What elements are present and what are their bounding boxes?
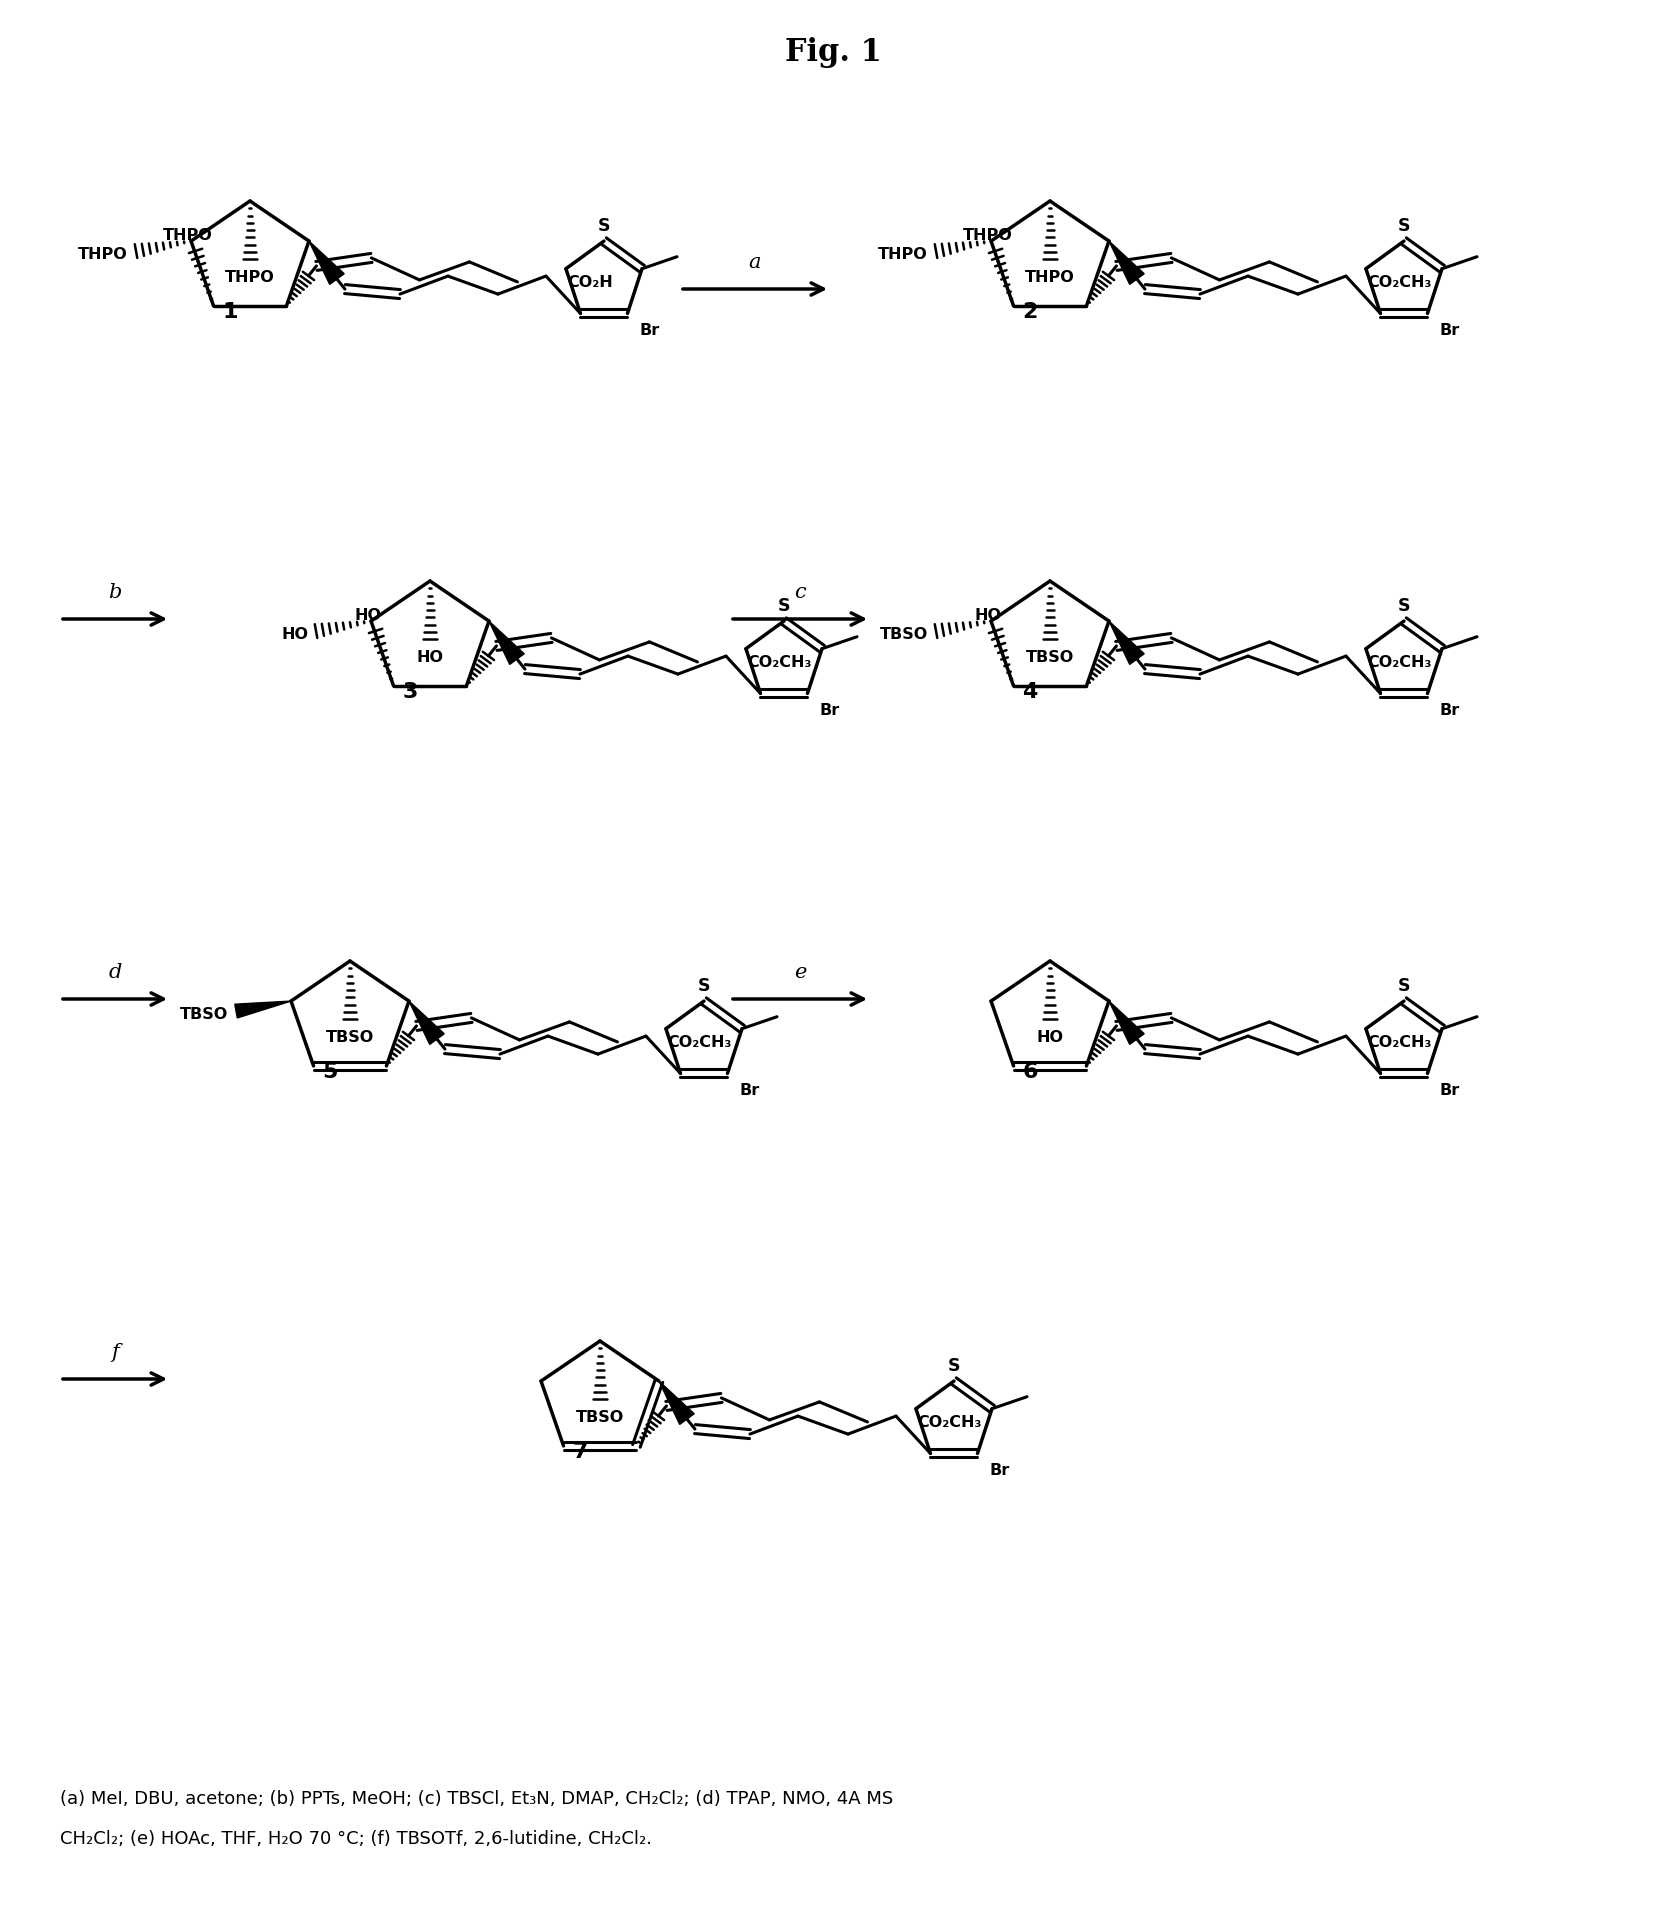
Text: THPO: THPO [225,271,275,286]
Text: HO: HO [1037,1030,1064,1045]
Polygon shape [488,622,523,666]
Text: THPO: THPO [879,246,929,261]
Text: d: d [108,963,122,982]
Text: CO₂CH₃: CO₂CH₃ [747,656,812,669]
Text: S: S [778,597,790,614]
Text: HO: HO [282,625,308,641]
Text: Br: Br [640,322,660,338]
Text: 7: 7 [572,1442,588,1461]
Text: TBSO: TBSO [880,625,929,641]
Text: CO₂CH₃: CO₂CH₃ [1367,656,1432,669]
Text: S: S [1397,217,1410,235]
Text: CO₂CH₃: CO₂CH₃ [1367,1036,1432,1051]
Polygon shape [1109,622,1144,666]
Text: Fig. 1: Fig. 1 [785,36,882,67]
Text: TBSO: TBSO [575,1409,623,1425]
Text: a: a [748,254,762,273]
Text: S: S [1397,597,1410,614]
Text: S: S [698,976,710,995]
Text: CO₂H: CO₂H [567,275,613,290]
Text: Br: Br [820,702,840,717]
Text: b: b [108,584,122,603]
Text: TBSO: TBSO [325,1030,373,1045]
Text: Br: Br [1440,702,1460,717]
Text: CO₂CH₃: CO₂CH₃ [1367,275,1432,290]
Text: S: S [1397,976,1410,995]
Polygon shape [1109,1001,1144,1045]
Text: 2: 2 [1022,301,1037,322]
Text: c: c [793,584,805,603]
Text: TBSO: TBSO [1025,650,1074,666]
Text: S: S [598,217,610,235]
Text: HO: HO [353,608,382,624]
Polygon shape [308,242,343,286]
Text: THPO: THPO [1025,271,1075,286]
Text: 6: 6 [1022,1062,1039,1081]
Text: Br: Br [1440,322,1460,338]
Text: TBSO: TBSO [180,1007,228,1020]
Text: S: S [949,1356,960,1375]
Text: (a) MeI, DBU, acetone; (b) PPTs, MeOH; (c) TBSCl, Et₃N, DMAP, CH₂Cl₂; (d) TPAP, : (a) MeI, DBU, acetone; (b) PPTs, MeOH; (… [60,1789,894,1808]
Text: 4: 4 [1022,681,1037,702]
Text: CH₂Cl₂; (e) HOAc, THF, H₂O 70 °C; (f) TBSOTf, 2,6-lutidine, CH₂Cl₂.: CH₂Cl₂; (e) HOAc, THF, H₂O 70 °C; (f) TB… [60,1829,652,1848]
Text: Br: Br [1440,1083,1460,1097]
Polygon shape [1109,242,1144,286]
Text: e: e [793,963,807,982]
Text: 5: 5 [322,1062,338,1081]
Text: CO₂CH₃: CO₂CH₃ [667,1036,732,1051]
Text: HO: HO [974,608,1002,624]
Text: f: f [112,1343,118,1362]
Text: HO: HO [417,650,443,666]
Text: CO₂CH₃: CO₂CH₃ [917,1415,982,1430]
Text: Br: Br [740,1083,760,1097]
Polygon shape [658,1381,693,1425]
Text: THPO: THPO [78,246,128,261]
Text: THPO: THPO [962,229,1012,244]
Polygon shape [235,1001,292,1018]
Polygon shape [408,1001,443,1045]
Text: 1: 1 [222,301,238,322]
Text: THPO: THPO [163,229,212,244]
Text: Br: Br [990,1463,1010,1478]
Text: 3: 3 [402,681,418,702]
